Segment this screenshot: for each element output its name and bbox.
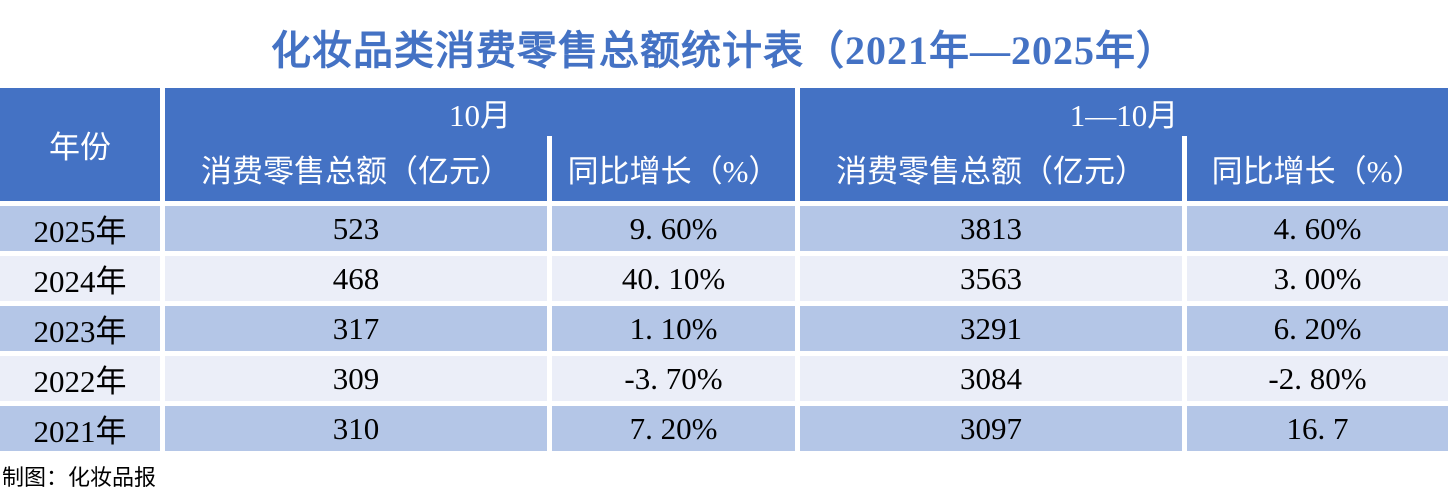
credit-line: 制图：化妆品报 (2, 465, 157, 490)
ytd-total-cell: 3813 (800, 206, 1182, 251)
header-ytd-total: 消费零售总额（亿元） (800, 136, 1182, 201)
ytd-total-cell: 3097 (800, 406, 1182, 451)
oct-growth-cell: 7. 20% (552, 406, 795, 451)
oct-growth-cell: 1. 10% (552, 306, 795, 351)
table-row-2024: 2024年 468 40. 10% 3563 3. 00% (0, 256, 1448, 301)
table-row-2025: 2025年 523 9. 60% 3813 4. 60% (0, 206, 1448, 251)
ytd-total-cell: 3563 (800, 256, 1182, 301)
ytd-growth-cell: 3. 00% (1187, 256, 1448, 301)
ytd-growth-cell: 16. 7 (1187, 406, 1448, 451)
header-group-october-label: 10月 (165, 88, 795, 136)
oct-total-cell: 309 (165, 356, 547, 401)
year-cell: 2021年 (0, 406, 160, 451)
year-cell: 2024年 (0, 256, 160, 301)
table-row-2021: 2021年 310 7. 20% 3097 16. 7 (0, 406, 1448, 451)
ytd-growth-cell: -2. 80% (1187, 356, 1448, 401)
header-oct-growth: 同比增长（%） (552, 136, 795, 201)
header-group-october-subrow: 消费零售总额（亿元） 同比增长（%） (165, 136, 795, 201)
table-header: 年份 10月 消费零售总额（亿元） 同比增长（%） 1—10月 消费零售总额（亿… (0, 88, 1448, 201)
oct-total-cell: 317 (165, 306, 547, 351)
year-cell: 2025年 (0, 206, 160, 251)
oct-growth-cell: 40. 10% (552, 256, 795, 301)
table-row-2022: 2022年 309 -3. 70% 3084 -2. 80% (0, 356, 1448, 401)
header-group-jan-october-subrow: 消费零售总额（亿元） 同比增长（%） (800, 136, 1448, 201)
oct-growth-cell: -3. 70% (552, 356, 795, 401)
ytd-growth-cell: 4. 60% (1187, 206, 1448, 251)
oct-growth-cell: 9. 60% (552, 206, 795, 251)
header-group-october: 10月 消费零售总额（亿元） 同比增长（%） (165, 88, 795, 201)
page-title: 化妆品类消费零售总额统计表（2021年—2025年） (271, 28, 1177, 73)
table-row-2023: 2023年 317 1. 10% 3291 6. 20% (0, 306, 1448, 351)
header-year: 年份 (0, 88, 160, 201)
ytd-total-cell: 3084 (800, 356, 1182, 401)
header-ytd-growth: 同比增长（%） (1187, 136, 1448, 201)
ytd-growth-cell: 6. 20% (1187, 306, 1448, 351)
oct-total-cell: 468 (165, 256, 547, 301)
statistics-table: 年份 10月 消费零售总额（亿元） 同比增长（%） 1—10月 消费零售总额（亿… (0, 88, 1448, 451)
header-group-jan-october-label: 1—10月 (800, 88, 1448, 136)
year-cell: 2022年 (0, 356, 160, 401)
header-group-jan-october: 1—10月 消费零售总额（亿元） 同比增长（%） (800, 88, 1448, 201)
oct-total-cell: 523 (165, 206, 547, 251)
year-cell: 2023年 (0, 306, 160, 351)
oct-total-cell: 310 (165, 406, 547, 451)
ytd-total-cell: 3291 (800, 306, 1182, 351)
header-oct-total: 消费零售总额（亿元） (165, 136, 547, 201)
